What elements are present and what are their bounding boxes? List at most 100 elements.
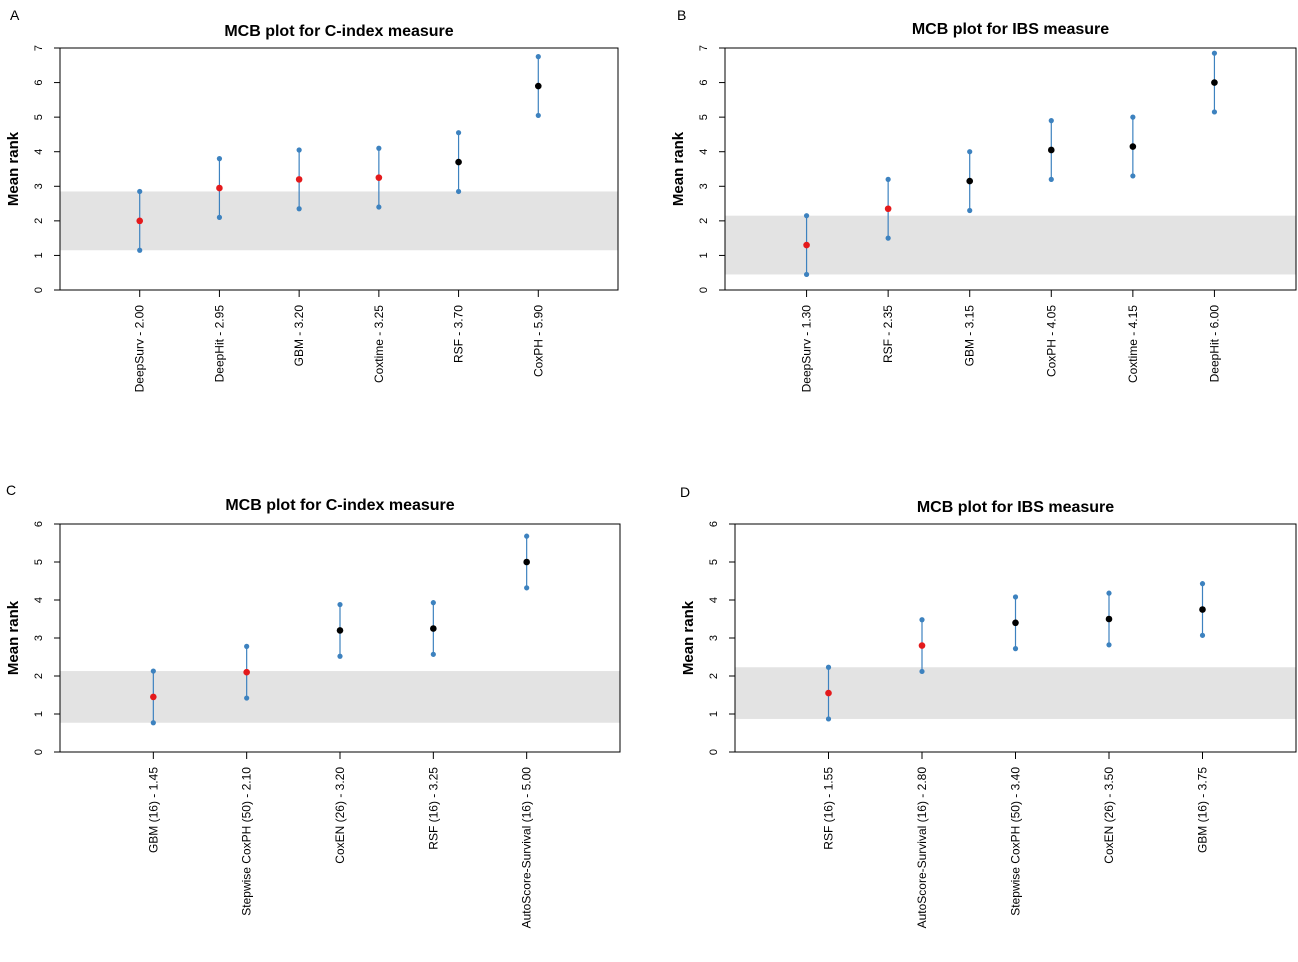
y-tick-label: 5: [698, 114, 710, 120]
x-tick-label: AutoScore-Survival (16) - 5.00: [520, 767, 534, 929]
y-tick-label: 7: [33, 45, 45, 51]
x-tick-label: AutoScore-Survival (16) - 2.80: [915, 767, 929, 929]
plot-frame: [724, 47, 1297, 291]
interval-upper-point: [1012, 594, 1019, 600]
mean-rank-point: [336, 627, 344, 634]
y-tick-label: 1: [33, 252, 45, 258]
y-tick-label: 2: [33, 218, 45, 224]
mean-rank-point: [1047, 146, 1055, 154]
y-tick-label: 4: [33, 597, 45, 603]
interval-upper-point: [430, 600, 436, 606]
x-tick-label: CoxPH - 4.05: [1044, 305, 1058, 377]
y-tick-label: 4: [33, 149, 45, 155]
mean-rank-point: [150, 693, 157, 701]
x-tick-label: GBM - 3.15: [963, 305, 977, 367]
interval-lower-point: [150, 720, 156, 726]
interval-lower-point: [1048, 176, 1054, 182]
panel-label: D: [680, 484, 690, 500]
interval-lower-point: [430, 651, 436, 657]
interval-upper-point: [376, 145, 382, 151]
x-tick-label: DeepHit - 2.95: [212, 305, 226, 383]
x-tick-label: RSF (16) - 3.25: [426, 767, 440, 850]
x-tick-label: CoxPH - 5.90: [531, 305, 545, 377]
y-tick-label: 0: [698, 287, 710, 293]
mean-rank-point: [966, 177, 974, 185]
panel-label: B: [677, 7, 686, 23]
y-tick-label: 2: [33, 673, 45, 679]
interval-upper-point: [1130, 114, 1136, 120]
x-tick-label: DeepHit - 6.00: [1207, 305, 1221, 383]
interval-upper-point: [1211, 50, 1218, 56]
interval-lower-point: [1130, 173, 1136, 179]
y-tick-label: 1: [698, 252, 710, 258]
interval-upper-point: [535, 54, 541, 60]
mean-rank-point: [375, 174, 383, 181]
panel-label: A: [10, 7, 20, 23]
panel-label: C: [6, 482, 16, 498]
y-tick-label: 5: [33, 559, 45, 565]
interval-lower-point: [803, 271, 810, 278]
mcb-band: [60, 191, 618, 251]
interval-lower-point: [244, 695, 250, 701]
interval-lower-point: [885, 235, 891, 241]
x-tick-label: CoxEN (26) - 3.50: [1102, 767, 1116, 864]
interval-upper-point: [919, 617, 925, 623]
mean-rank-point: [430, 625, 437, 632]
interval-lower-point: [524, 585, 530, 591]
interval-upper-point: [1048, 118, 1054, 124]
mean-rank-point: [1012, 619, 1019, 627]
panel-b: B MCB plot for IBS measure 0 1 2 3 4 5 6 7 Mean ra…: [670, 7, 1297, 392]
x-tick-label: RSF - 3.70: [452, 305, 466, 363]
interval-lower-point: [455, 188, 462, 195]
interval-upper-point: [524, 533, 530, 539]
interval-upper-point: [1106, 590, 1112, 596]
mcb-band: [60, 671, 620, 723]
y-tick-label: 0: [708, 749, 720, 755]
y-tick-label: 4: [708, 597, 720, 603]
interval-upper-point: [885, 176, 891, 182]
interval-upper-point: [825, 664, 832, 670]
interval-upper-point: [337, 601, 343, 608]
panel-c: C MCB plot for C-index measure 0 1 2 3 4 5 6 Mean…: [5, 482, 621, 929]
interval-upper-point: [244, 643, 250, 649]
chart-title: MCB plot for C-index measure: [224, 23, 453, 40]
mean-rank-point: [918, 642, 926, 649]
interval-lower-point: [825, 716, 832, 722]
x-tick-label: Stepwise CoxPH (50) - 3.40: [1009, 767, 1023, 916]
y-tick-label: 6: [33, 80, 45, 86]
x-tick-label: DeepSurv - 2.00: [133, 305, 147, 393]
interval-lower-point: [535, 112, 541, 119]
x-tick-label: CoxEN (26) - 3.20: [333, 767, 347, 864]
x-tick-label: GBM (16) - 3.75: [1196, 767, 1210, 853]
y-tick-label: 3: [708, 635, 720, 641]
interval-lower-point: [1106, 642, 1112, 648]
y-tick-label: 2: [708, 673, 720, 679]
mean-rank-point: [1105, 615, 1113, 623]
mean-rank-point: [295, 176, 303, 183]
interval-lower-point: [296, 206, 302, 212]
y-tick-label: 1: [33, 711, 45, 717]
interval-lower-point: [1199, 632, 1206, 638]
x-tick-label: RSF - 2.35: [881, 305, 895, 363]
y-tick-label: 4: [698, 149, 710, 155]
interval-lower-point: [967, 207, 973, 214]
interval-upper-point: [1199, 581, 1206, 587]
mean-rank-point: [1199, 606, 1206, 613]
chart-title: MCB plot for IBS measure: [912, 21, 1109, 38]
mean-rank-point: [455, 158, 462, 166]
x-tick-label: GBM - 3.20: [292, 305, 306, 367]
interval-upper-point: [967, 149, 973, 155]
x-tick-label: Coxtime - 4.15: [1126, 305, 1140, 383]
mean-rank-point: [803, 241, 810, 249]
mean-rank-point: [884, 205, 892, 213]
interval-lower-point: [919, 668, 925, 675]
interval-lower-point: [337, 653, 343, 659]
y-tick-label: 6: [33, 521, 45, 527]
y-axis-label: Mean rank: [5, 600, 22, 675]
y-tick-label: 5: [708, 559, 720, 565]
y-tick-label: 3: [698, 183, 710, 189]
mean-rank-point: [523, 558, 530, 566]
y-axis-label: Mean rank: [5, 131, 22, 206]
mean-rank-point: [136, 217, 144, 225]
mean-rank-point: [243, 668, 250, 676]
